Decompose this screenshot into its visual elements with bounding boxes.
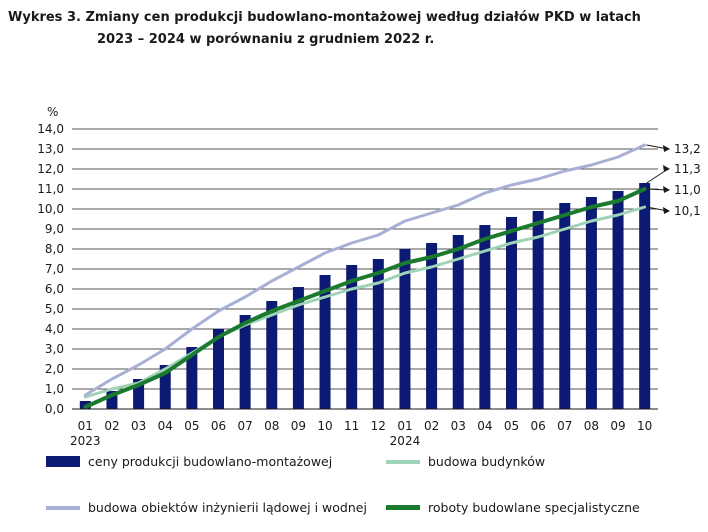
y-tick-label: 12,0 [37,162,64,176]
y-tick-label: 13,0 [37,142,64,156]
y-tick-label: 5,0 [45,302,64,316]
legend-item-bars: ceny produkcji budowlano-montażowej [46,454,332,469]
bar [399,249,411,409]
end-label-arrowhead [663,145,670,152]
x-year-label: 2024 [390,434,421,448]
legend-swatch-inzynieria [46,505,80,510]
y-tick-label: 3,0 [45,342,64,356]
y-tick-label: 6,0 [45,282,64,296]
end-label-arrowhead [663,207,670,214]
x-tick-label: 03 [451,419,466,433]
series-line [83,187,647,409]
legend-label-budynki: budowa budynków [428,454,546,469]
bar [213,329,224,409]
x-tick-label: 04 [477,419,492,433]
x-tick-label: 03 [131,419,146,433]
x-tick-label: 08 [584,419,599,433]
x-tick-label: 04 [158,419,173,433]
x-tick-label: 01 [78,419,93,433]
legend-swatch-bars [46,456,80,467]
end-label-arrowhead [663,186,670,193]
series-line [83,205,647,399]
x-tick-label: 07 [557,419,572,433]
y-tick-label: 7,0 [45,262,64,276]
bar [159,365,171,409]
bar [239,315,251,409]
bar [612,191,624,409]
x-tick-label: 09 [291,419,306,433]
legend-label-inzynieria: budowa obiektów inżynierii lądowej i wod… [88,500,367,515]
y-axis-unit: % [47,105,58,119]
bar [559,203,571,409]
legend-label-roboty: roboty budowlane specjalistyczne [428,500,640,515]
bar [585,197,597,409]
legend-item-budynki: budowa budynków [386,454,545,469]
line-series [83,143,647,409]
x-tick-label: 07 [237,419,252,433]
x-tick-label: 11 [344,419,359,433]
x-tick-label: 12 [371,419,386,433]
legend-item-roboty: roboty budowlane specjalistyczne [386,500,640,515]
end-label-arrowhead [663,165,670,172]
bar [133,379,145,409]
x-tick-label: 01 [397,419,412,433]
x-tick-label: 05 [184,419,199,433]
y-tick-label: 11,0 [37,182,64,196]
bar [532,211,544,409]
chart-title-line2: 2023 – 2024 w porównaniu z grudniem 2022… [97,32,435,47]
end-label: 10,1 [674,204,701,218]
chart-title-line1: Wykres 3. Zmiany cen produkcji budowlano… [8,10,641,25]
x-tick-label: 09 [610,419,625,433]
y-tick-label: 8,0 [45,242,64,256]
x-tick-label: 06 [530,419,545,433]
bar [479,225,491,409]
bar [319,275,331,409]
end-label: 13,2 [674,142,701,156]
bar [106,391,118,409]
y-tick-label: 10,0 [37,202,64,216]
series-line [83,143,647,397]
bar-series [79,183,651,409]
bar [506,217,517,409]
bar [186,347,198,409]
y-tick-label: 4,0 [45,322,64,336]
bar [292,287,304,409]
x-tick-label: 08 [264,419,279,433]
y-tick-label: 9,0 [45,222,64,236]
y-tick-label: 1,0 [45,382,64,396]
bar [346,265,358,409]
legend-swatch-roboty [386,505,420,510]
bar [639,183,651,409]
legend-label-bars: ceny produkcji budowlano-montażowej [88,454,333,469]
bar [372,259,384,409]
x-tick-label: 02 [424,419,439,433]
end-label: 11,3 [674,162,701,176]
end-label: 11,0 [674,183,701,197]
legend-swatch-budynki [386,459,420,464]
y-tick-label: 14,0 [37,122,64,136]
x-tick-label: 10 [317,419,332,433]
y-tick-label: 2,0 [45,362,64,376]
x-year-label: 2023 [70,434,101,448]
x-tick-label: 05 [504,419,519,433]
bar [452,235,464,409]
legend-item-inzynieria: budowa obiektów inżynierii lądowej i wod… [46,500,367,515]
bar [426,243,438,409]
y-tick-label: 0,0 [45,402,64,416]
end-labels: 13,2 11,3 11,0 10,1 [646,142,701,218]
axes: 0,0 1,0 2,0 3,0 4,0 5,0 6,0 7,0 8,0 9,0 10,0 11,0 12… [37,105,658,448]
x-tick-label: 06 [211,419,226,433]
x-tick-label: 02 [104,419,119,433]
x-tick-label: 10 [637,419,652,433]
bar [266,301,278,409]
